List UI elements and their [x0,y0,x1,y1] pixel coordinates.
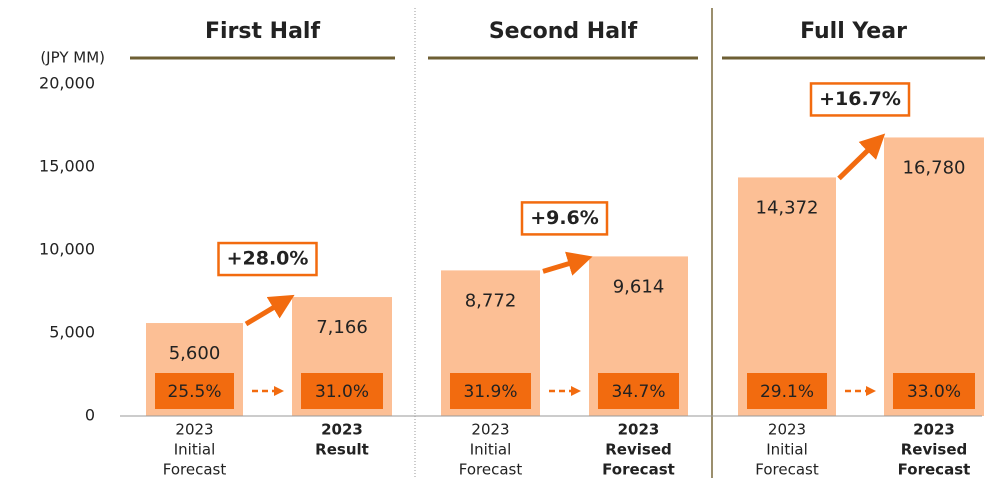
x-tick-label: Forecast [459,461,523,479]
ratio-box [598,373,679,409]
ratio-label: 31.0% [315,382,369,402]
x-tick-label: 2023 [175,421,213,439]
x-tick-label: Forecast [898,461,971,479]
x-tick-label: Revised [901,441,967,459]
x-tick-label: 2023 [321,421,363,439]
x-tick-label: Revised [605,441,671,459]
value-label: 7,166 [316,317,368,338]
x-tick-label: 2023 [913,421,955,439]
value-label: 16,780 [903,157,966,178]
change-arrow [542,251,593,276]
change-label: +9.6% [530,207,599,229]
x-tick-label: Forecast [755,461,819,479]
value-label: 9,614 [613,276,665,297]
value-label: 14,372 [756,197,819,218]
y-tick-label: 10,000 [39,240,95,259]
ratio-label: 25.5% [167,382,221,402]
y-tick-label: 5,000 [49,323,95,342]
x-tick-label: Initial [766,441,808,459]
ratio-box [893,373,975,409]
ratio-box [301,373,383,409]
y-tick-label: 20,000 [39,74,95,93]
x-tick-label: 2023 [618,421,660,439]
x-tick-label: Forecast [602,461,675,479]
x-tick-label: 2023 [768,421,806,439]
change-label: +28.0% [227,248,309,270]
y-unit: (JPY MM) [40,49,105,67]
x-tick-label: Result [315,441,369,459]
change-arrow [837,133,886,181]
ratio-label: 33.0% [907,382,961,402]
value-label: 8,772 [465,290,517,311]
change-box [520,201,609,236]
x-tick-label: Forecast [163,461,227,479]
value-label: 5,600 [169,343,221,364]
x-tick-label: 2023 [471,421,509,439]
ratio-box [747,373,827,409]
bar [884,137,984,416]
panel-title: Full Year [800,19,907,44]
ratio-box [155,373,234,409]
ratio-box [450,373,531,409]
panel-title: First Half [205,19,320,44]
change-label: +16.7% [819,88,901,110]
change-box [217,241,318,277]
ratio-label: 31.9% [463,382,517,402]
ratio-label: 29.1% [760,382,814,402]
change-arrow [244,294,295,327]
ratio-label: 34.7% [611,382,665,402]
x-tick-label: Initial [470,441,512,459]
x-tick-label: Initial [174,441,216,459]
y-tick-label: 15,000 [39,157,95,176]
change-box [809,82,911,117]
panel-title: Second Half [489,19,638,44]
y-tick-label: 0 [85,406,95,425]
